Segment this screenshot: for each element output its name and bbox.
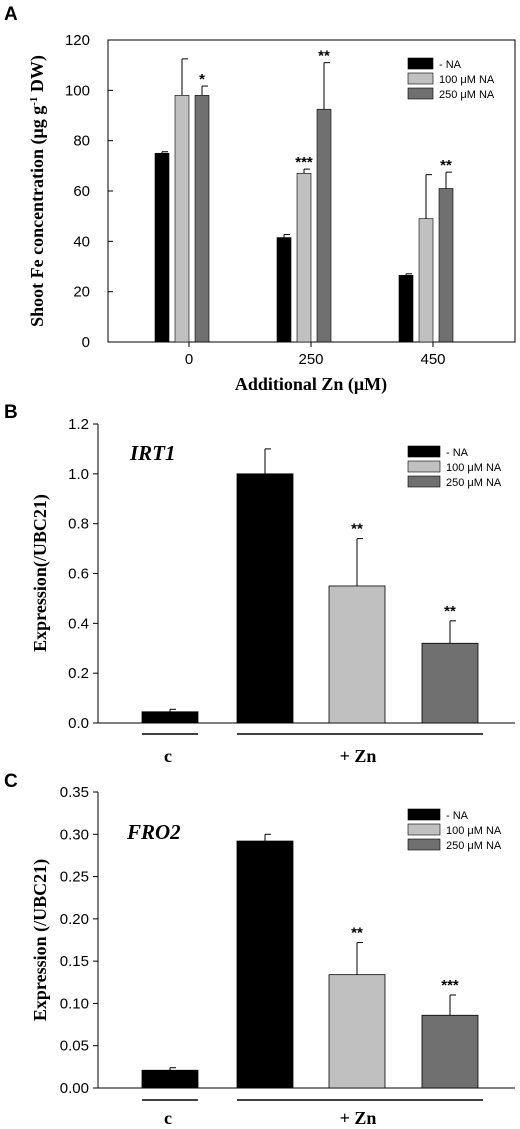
- panel-c-chart: FRO2 Expression (/UBC21) c + Zn 0.00 0.05…: [30, 784, 515, 1128]
- legend-label-250-m-na: 250 μM NA: [439, 89, 495, 101]
- significance-label: ***: [441, 977, 459, 994]
- group-label-zn: + Zn: [340, 746, 377, 766]
- y-tick-label: 20: [73, 284, 90, 301]
- legend-swatch-250-m-na: [407, 87, 434, 100]
- legend-label-na: - NA: [446, 447, 469, 459]
- x-axis-title: Additional Zn (μM): [235, 374, 387, 395]
- bar-na: [236, 473, 294, 724]
- panel-a-chart: Additional Zn (μM) Shoot Fe concentratio…: [27, 32, 516, 395]
- bar-100-m-na: [418, 218, 434, 343]
- legend-swatch-na: [407, 57, 434, 70]
- y-tick-label: 0.2: [68, 665, 89, 682]
- y-tick-label: 0.8: [68, 516, 89, 533]
- y-tick-label: 0.6: [68, 566, 89, 583]
- bar-na: [154, 152, 170, 343]
- panel-b-chart: IRT1 Expression(/UBC21) c + Zn 0.0 0.2 0.4…: [30, 416, 515, 766]
- legend-label-250-m-na: 250 μM NA: [446, 477, 502, 489]
- x-tick-label: 0: [185, 351, 193, 368]
- significance-label: ***: [295, 154, 313, 171]
- y-tick-label: 80: [73, 133, 90, 150]
- panel-label-b: B: [4, 402, 18, 423]
- bar-100-m-na: [296, 173, 312, 343]
- legend-swatch-250-m-na: [407, 838, 441, 851]
- bar-na: [398, 275, 414, 343]
- panel-label-a: A: [4, 4, 18, 25]
- group-label-zn: + Zn: [340, 1108, 377, 1128]
- significance-label: **: [351, 925, 363, 942]
- y-tick-label: 0.00: [60, 1080, 89, 1097]
- legend-label-100-m-na: 100 μM NA: [446, 825, 502, 837]
- y-axis-title: Expression(/UBC21): [30, 494, 51, 652]
- group-label-control: c: [164, 1108, 172, 1128]
- legend-swatch-na: [407, 445, 441, 458]
- y-axis-title-unit: DW): [27, 55, 48, 97]
- y-tick-label: 0.20: [60, 911, 89, 928]
- legend-label-100-m-na: 100 μM NA: [446, 462, 502, 474]
- bar-na: [141, 1069, 199, 1089]
- y-tick-label: 1.2: [68, 416, 89, 433]
- y-tick-label: 40: [73, 233, 90, 250]
- gene-label-fro2: FRO2: [126, 820, 181, 844]
- bar-na: [141, 711, 199, 724]
- y-tick-label: 0.15: [60, 953, 89, 970]
- legend-swatch-na: [407, 808, 441, 821]
- y-axis-title-exponent: -1: [28, 97, 40, 106]
- y-tick-label: 0: [82, 334, 90, 351]
- x-tick-label: 450: [420, 351, 445, 368]
- legend-label-250-m-na: 250 μM NA: [446, 840, 502, 852]
- legend-label-na: - NA: [439, 59, 462, 71]
- x-tick-label: 250: [298, 351, 323, 368]
- y-tick-label: 0.35: [60, 784, 89, 801]
- bar-250-m-na: [421, 642, 479, 724]
- bar-250-m-na: [316, 108, 332, 343]
- panel-label-c: C: [4, 771, 18, 792]
- y-tick-label: 100: [65, 82, 90, 99]
- bar-100-m-na: [328, 585, 386, 724]
- y-axis-title: Shoot Fe concentration (μg g-1 DW): [27, 55, 48, 327]
- y-axis-title: Expression (/UBC21): [30, 859, 51, 1021]
- legend-swatch-100-m-na: [407, 823, 441, 836]
- y-tick-label: 0.10: [60, 995, 89, 1012]
- bar-100-m-na: [174, 95, 190, 343]
- y-tick-label: 1.0: [68, 466, 89, 483]
- significance-label: **: [440, 157, 452, 174]
- y-tick-label: 60: [73, 183, 90, 200]
- significance-label: **: [318, 48, 330, 65]
- legend-swatch-250-m-na: [407, 475, 441, 488]
- y-tick-label: 0.05: [60, 1038, 89, 1055]
- bar-na: [276, 237, 292, 343]
- y-tick-label: 0.4: [68, 615, 89, 632]
- legend-label-100-m-na: 100 μM NA: [439, 74, 495, 86]
- legend-swatch-100-m-na: [407, 72, 434, 85]
- y-tick-label: 0.25: [60, 869, 89, 886]
- group-label-control: c: [164, 746, 172, 766]
- bar-250-m-na: [438, 188, 454, 343]
- y-tick-label: 0.30: [60, 826, 89, 843]
- y-tick-label: 0.0: [68, 715, 89, 732]
- legend-swatch-100-m-na: [407, 460, 441, 473]
- bar-250-m-na: [194, 95, 210, 343]
- significance-label: *: [199, 71, 205, 88]
- bar-250-m-na: [421, 1014, 479, 1089]
- significance-label: **: [351, 521, 363, 538]
- gene-label-irt1: IRT1: [129, 441, 176, 465]
- y-tick-label: 120: [65, 32, 90, 49]
- bar-100-m-na: [328, 974, 386, 1089]
- bar-na: [236, 840, 294, 1089]
- y-axis-title-main: Shoot Fe concentration (μg g: [27, 106, 48, 327]
- significance-label: **: [444, 603, 456, 620]
- legend-label-na: - NA: [446, 810, 469, 822]
